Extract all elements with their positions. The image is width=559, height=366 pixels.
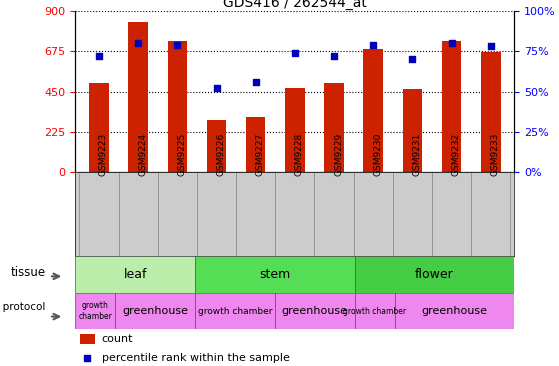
Point [408,56,417,62]
Text: GSM9232: GSM9232 [452,133,461,176]
Text: greenhouse: greenhouse [282,306,348,316]
Bar [324,83,344,172]
Bar [89,83,109,172]
Text: growth chamber: growth chamber [343,307,406,315]
Text: GSM9226: GSM9226 [216,133,225,176]
Text: GSM9231: GSM9231 [413,133,421,176]
Text: greenhouse: greenhouse [122,306,188,316]
Text: GSM9228: GSM9228 [295,133,304,176]
Bar [402,89,422,172]
Bar [355,293,395,329]
Bar [80,334,95,344]
Point [212,85,221,91]
Bar [285,88,305,172]
Bar [246,117,266,172]
Point [134,40,143,46]
Bar [75,256,195,293]
Text: GSM9230: GSM9230 [373,133,382,176]
Bar [275,172,315,256]
Text: percentile rank within the sample: percentile rank within the sample [102,353,290,363]
Point [83,355,92,361]
Bar [207,120,226,172]
Bar [315,172,354,256]
Bar [471,172,510,256]
Text: GSM9233: GSM9233 [491,133,500,176]
Text: GSM9229: GSM9229 [334,133,343,176]
Bar [432,172,471,256]
Text: count: count [102,334,133,344]
Point [330,53,339,59]
Text: growth protocol: growth protocol [0,302,45,312]
Text: stem: stem [259,268,291,281]
Bar [195,256,355,293]
Point [94,53,103,59]
Text: GSM9225: GSM9225 [177,133,186,176]
Bar [354,172,393,256]
Bar [275,293,355,329]
Bar [129,22,148,172]
Text: leaf: leaf [124,268,147,281]
Point [173,42,182,48]
Bar [197,172,236,256]
Title: GDS416 / 262544_at: GDS416 / 262544_at [223,0,367,10]
Bar [481,52,500,172]
Bar [395,293,514,329]
Bar [393,172,432,256]
Point [447,40,456,46]
Bar [79,172,119,256]
Bar [442,41,461,172]
Text: growth
chamber: growth chamber [78,301,112,321]
Point [486,44,495,49]
Bar [119,172,158,256]
Text: greenhouse: greenhouse [421,306,487,316]
Bar [158,172,197,256]
Bar [168,41,187,172]
Bar [115,293,195,329]
Bar [355,256,514,293]
Point [290,50,299,56]
Bar [75,293,115,329]
Bar [236,172,275,256]
Bar [363,49,383,172]
Text: tissue: tissue [10,266,45,279]
Text: GSM9224: GSM9224 [138,133,147,176]
Text: GSM9223: GSM9223 [99,133,108,176]
Text: growth chamber: growth chamber [198,307,272,315]
Bar [195,293,275,329]
Point [369,42,378,48]
Point [251,79,260,85]
Text: flower: flower [415,268,454,281]
Text: GSM9227: GSM9227 [255,133,265,176]
